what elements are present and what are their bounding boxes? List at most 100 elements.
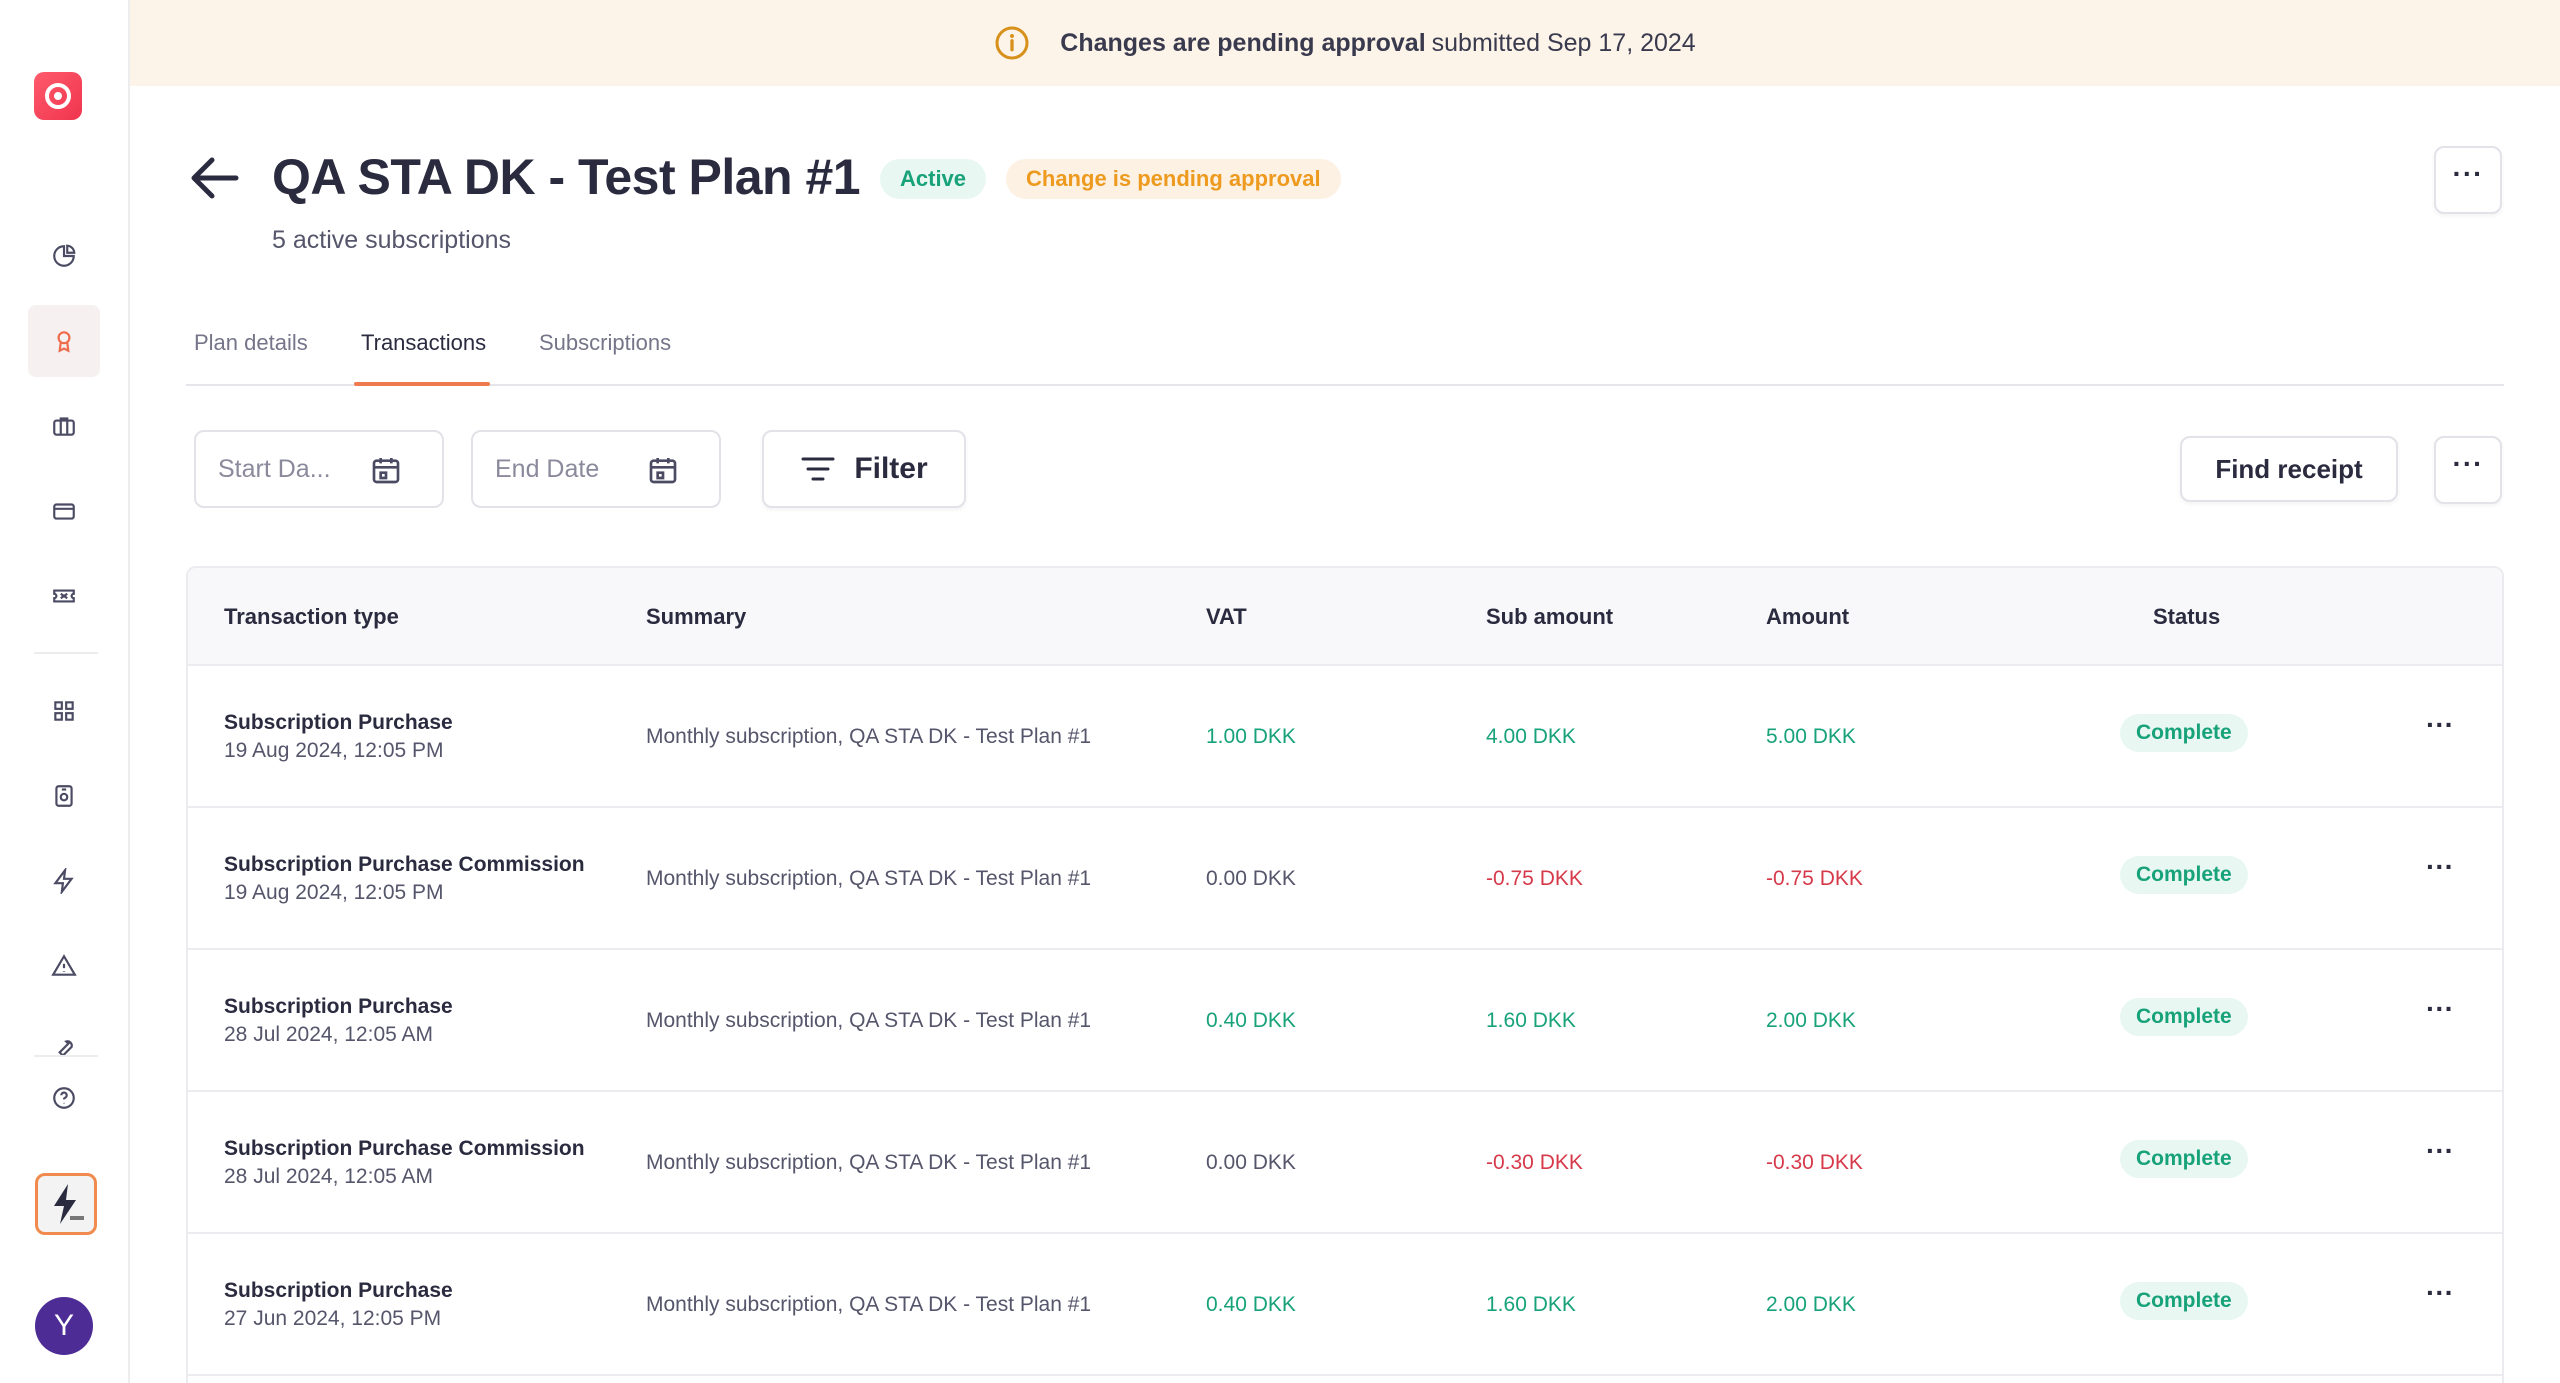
row-more-button[interactable]: ··· [2418, 852, 2462, 896]
table-row[interactable]: Subscription Purchase 19 Aug 2024, 12:05 … [188, 666, 2502, 808]
table-row[interactable]: Subscription Purchase Commission 28 Jul 2… [188, 1092, 2502, 1234]
help-icon [53, 1087, 75, 1109]
warning-icon [51, 954, 77, 976]
sidebar-item-payments[interactable] [28, 475, 100, 547]
row-more-button[interactable]: ··· [2418, 710, 2462, 754]
more-icon: ··· [2452, 158, 2484, 189]
column-header-status: Status [2153, 604, 2221, 629]
transaction-sub-amount: 1.60 DKK [1486, 1009, 1576, 1032]
transaction-type: Subscription Purchase Commission [224, 853, 585, 876]
transaction-date: 28 Jul 2024, 12:05 AM [224, 1023, 433, 1046]
toolbar-more-button[interactable]: ··· [2434, 436, 2502, 504]
table-row[interactable]: Subscription Purchase 28 Jul 2024, 12:05 … [188, 950, 2502, 1092]
status-badge: Active [880, 159, 987, 199]
column-header-vat: VAT [1206, 604, 1247, 629]
pending-badge: Change is pending approval [1006, 159, 1341, 199]
transaction-date: 27 Jun 2024, 12:05 PM [224, 1307, 442, 1330]
transaction-amount: -0.75 DKK [1766, 867, 1863, 890]
sidebar-divider [34, 1055, 98, 1057]
status-badge: Complete [2120, 1140, 2248, 1178]
table-row[interactable]: Subscription Purchase Commission 19 Aug 2… [188, 808, 2502, 950]
table-row[interactable]: Subscription Purchase 27 Jun 2024, 12:05 … [188, 1234, 2502, 1376]
more-icon: ··· [2452, 448, 2484, 479]
banner-title: Changes are pending approval [1060, 28, 1426, 57]
pie-chart-icon [53, 244, 76, 267]
tab-subscriptions[interactable]: Subscriptions [539, 330, 672, 355]
transaction-sub-amount: -0.30 DKK [1486, 1151, 1583, 1174]
more-icon: ··· [2426, 1277, 2454, 1308]
more-icon: ··· [2426, 1135, 2454, 1166]
transaction-type: Subscription Purchase Commission [224, 1137, 585, 1160]
find-receipt-button[interactable]: Find receipt [2180, 436, 2398, 502]
end-date-input[interactable]: End Date [471, 430, 721, 508]
page-subtitle: 5 active subscriptions [272, 226, 512, 254]
tool-icon [58, 1040, 73, 1055]
tab-transactions[interactable]: Transactions [361, 330, 487, 355]
transaction-amount: 2.00 DKK [1766, 1009, 1856, 1032]
brand-lightning-icon [54, 1184, 84, 1224]
transaction-vat: 0.00 DKK [1206, 867, 1296, 890]
filter-button[interactable]: Filter [762, 430, 966, 508]
status-badge: Complete [2120, 1282, 2248, 1320]
sidebar-item-alerts[interactable] [28, 930, 100, 1002]
tab-plan-details[interactable]: Plan details [194, 330, 308, 355]
header-more-button[interactable]: ··· [2434, 146, 2502, 214]
start-date-input[interactable]: Start Da... [194, 430, 444, 508]
sidebar-divider [34, 652, 98, 654]
end-date-placeholder: End Date [495, 454, 600, 483]
column-header-transaction-type: Transaction type [224, 604, 399, 629]
organization-switcher[interactable] [35, 1173, 97, 1235]
sidebar-item-help[interactable] [28, 1062, 100, 1134]
sidebar-item-plans[interactable] [28, 305, 100, 377]
award-icon [57, 331, 71, 353]
status-badge: Complete [2120, 998, 2248, 1036]
transaction-sub-amount: 4.00 DKK [1486, 725, 1576, 748]
column-header-amount: Amount [1766, 604, 1850, 629]
transaction-date: 19 Aug 2024, 12:05 PM [224, 881, 444, 904]
calendar-icon[interactable] [370, 454, 402, 486]
sidebar-item-apps[interactable] [28, 675, 100, 747]
logo-icon [45, 83, 71, 109]
avatar[interactable]: Y [35, 1297, 93, 1355]
column-header-summary: Summary [646, 604, 747, 629]
row-more-button[interactable]: ··· [2418, 1136, 2462, 1180]
transaction-type: Subscription Purchase [224, 995, 453, 1018]
device-icon [55, 785, 73, 807]
row-more-button[interactable]: ··· [2418, 1278, 2462, 1322]
sidebar-item-dashboard[interactable] [28, 220, 100, 292]
transaction-vat: 0.40 DKK [1206, 1009, 1296, 1032]
sidebar-item-devices[interactable] [28, 760, 100, 832]
app-logo[interactable] [34, 72, 82, 120]
sidebar-item-business[interactable] [28, 390, 100, 462]
transaction-summary: Monthly subscription, QA STA DK - Test P… [646, 1293, 1092, 1316]
transaction-amount: 5.00 DKK [1766, 725, 1856, 748]
transaction-summary: Monthly subscription, QA STA DK - Test P… [646, 1151, 1092, 1174]
active-tab-indicator [354, 382, 490, 386]
sidebar-item-automations[interactable] [28, 845, 100, 917]
transactions-table: Transaction type Summary VAT Sub amount … [186, 566, 2504, 1383]
transaction-sub-amount: 1.60 DKK [1486, 1293, 1576, 1316]
transaction-summary: Monthly subscription, QA STA DK - Test P… [646, 867, 1092, 890]
transaction-amount: 2.00 DKK [1766, 1293, 1856, 1316]
info-icon [995, 26, 1029, 60]
table-header: Transaction type Summary VAT Sub amount … [188, 568, 2502, 666]
sidebar-item-tickets[interactable] [28, 560, 100, 632]
transaction-date: 28 Jul 2024, 12:05 AM [224, 1165, 433, 1188]
transaction-vat: 0.00 DKK [1206, 1151, 1296, 1174]
transaction-summary: Monthly subscription, QA STA DK - Test P… [646, 725, 1092, 748]
transaction-type: Subscription Purchase [224, 1279, 453, 1302]
tab-bar: Plan details Transactions Subscriptions [186, 300, 2504, 386]
banner-text: submitted Sep 17, 2024 [1431, 28, 1696, 57]
sidebar-item-tools[interactable] [28, 1015, 100, 1055]
grid-icon [54, 701, 74, 721]
more-icon: ··· [2426, 851, 2454, 882]
transaction-amount: -0.30 DKK [1766, 1151, 1863, 1174]
transaction-sub-amount: -0.75 DKK [1486, 867, 1583, 890]
transaction-vat: 1.00 DKK [1206, 725, 1296, 748]
row-more-button[interactable]: ··· [2418, 994, 2462, 1038]
more-icon: ··· [2426, 993, 2454, 1024]
calendar-icon[interactable] [647, 454, 679, 486]
briefcase-icon [53, 417, 75, 436]
back-arrow-icon[interactable] [190, 156, 240, 200]
ticket-icon [53, 589, 75, 603]
